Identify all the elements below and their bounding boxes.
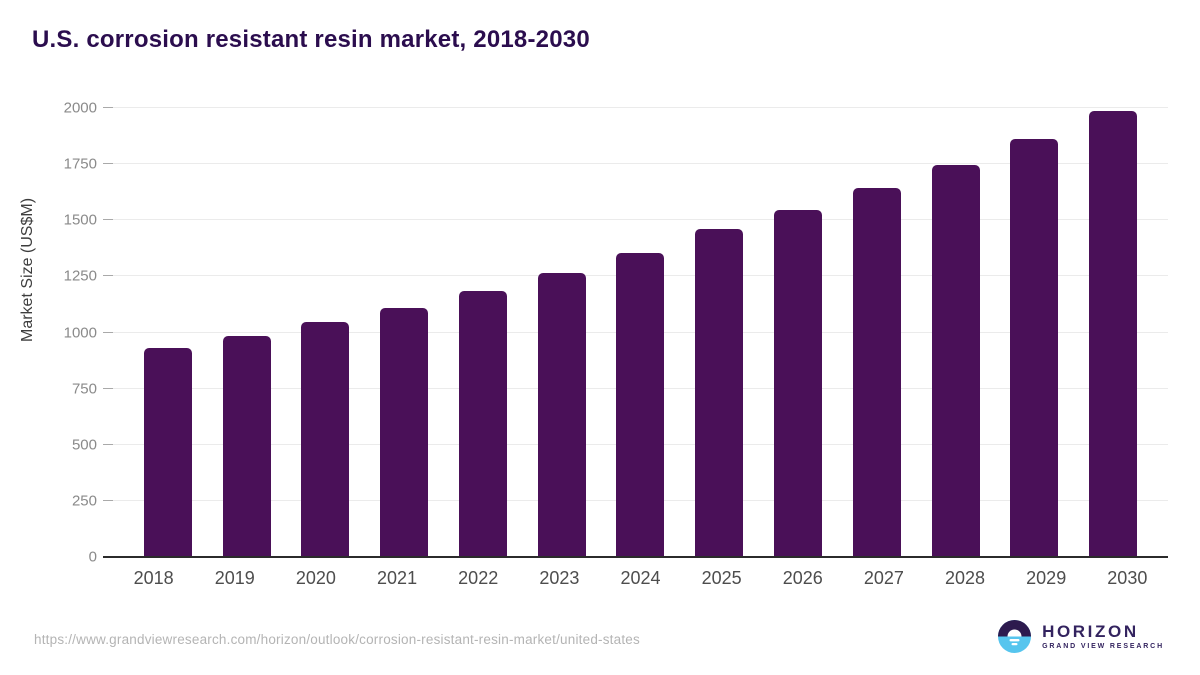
chart-title: U.S. corrosion resistant resin market, 2… bbox=[32, 26, 590, 53]
y-tick-mark-750 bbox=[103, 387, 113, 389]
x-tick-label-2021: 2021 bbox=[377, 568, 418, 588]
horizon-logo-text: HORIZON GRAND VIEW RESEARCH bbox=[1042, 621, 1164, 651]
bar-series bbox=[113, 108, 1168, 557]
bar-2028 bbox=[931, 165, 980, 557]
y-tick-label-1250: 1250 bbox=[63, 267, 97, 285]
gridline-2000 bbox=[113, 107, 1168, 108]
x-tick-label-2028: 2028 bbox=[945, 568, 986, 588]
y-tick-mark-1000 bbox=[103, 331, 113, 333]
bar-2024 bbox=[616, 252, 665, 557]
bar-2030 bbox=[1089, 111, 1138, 557]
x-tick-label-2025: 2025 bbox=[701, 568, 742, 588]
bar-2023 bbox=[537, 273, 586, 557]
horizon-logo-icon bbox=[998, 620, 1032, 653]
bar-2025 bbox=[695, 229, 744, 557]
x-tick-label-2030: 2030 bbox=[1107, 568, 1148, 588]
plot-area: 0 250 500 750 1000 1250 1500 1750 2000 bbox=[64, 100, 1168, 566]
x-tick-label-2026: 2026 bbox=[782, 568, 823, 588]
x-tick-label-2029: 2029 bbox=[1026, 568, 1067, 588]
bar-2026 bbox=[774, 210, 823, 557]
y-tick-label-1750: 1750 bbox=[63, 155, 97, 173]
y-tick-mark-1500 bbox=[103, 219, 113, 221]
y-tick-label-250: 250 bbox=[71, 492, 97, 510]
y-tick-mark-2000 bbox=[103, 107, 113, 108]
source-url: https://www.grandviewresearch.com/horizo… bbox=[34, 632, 640, 647]
y-tick-label-1500: 1500 bbox=[63, 211, 97, 229]
x-tick-label-2022: 2022 bbox=[458, 568, 499, 588]
x-tick-label-2024: 2024 bbox=[620, 568, 661, 588]
y-tick-mark-1250 bbox=[103, 275, 113, 277]
x-tick-label-2020: 2020 bbox=[295, 568, 336, 588]
y-tick-mark-1750 bbox=[103, 163, 113, 165]
bar-2027 bbox=[852, 187, 901, 557]
bar-2019 bbox=[222, 335, 271, 557]
x-axis-line bbox=[103, 556, 1168, 558]
horizon-logo: HORIZON GRAND VIEW RESEARCH bbox=[998, 620, 1164, 653]
bar-2020 bbox=[301, 322, 350, 557]
x-axis-labels: 2018 2019 2020 2021 2022 2023 2024 2025 2026 2027… bbox=[113, 568, 1168, 589]
bar-2021 bbox=[380, 307, 429, 557]
y-tick-label-1000: 1000 bbox=[63, 324, 97, 341]
y-tick-label-2000: 2000 bbox=[63, 99, 97, 117]
gridline-1750 bbox=[113, 163, 1168, 165]
y-tick-label-0: 0 bbox=[88, 548, 97, 566]
logo-name: HORIZON bbox=[1042, 621, 1139, 641]
bar-2018 bbox=[143, 348, 192, 557]
x-tick-label-2018: 2018 bbox=[133, 568, 174, 588]
x-tick-label-2023: 2023 bbox=[539, 568, 580, 588]
x-tick-label-2027: 2027 bbox=[863, 568, 904, 588]
bar-2029 bbox=[1010, 139, 1059, 557]
bar-2022 bbox=[458, 290, 507, 557]
y-axis-title: Market Size (US$M) bbox=[19, 197, 36, 342]
y-tick-label-500: 500 bbox=[71, 436, 97, 454]
gridline-1500 bbox=[113, 219, 1168, 221]
y-tick-mark-250 bbox=[103, 499, 113, 501]
y-tick-label-750: 750 bbox=[71, 380, 97, 398]
y-tick-mark-500 bbox=[103, 443, 113, 445]
logo-subtext: GRAND VIEW RESEARCH bbox=[1042, 643, 1164, 651]
x-tick-label-2019: 2019 bbox=[214, 568, 255, 588]
